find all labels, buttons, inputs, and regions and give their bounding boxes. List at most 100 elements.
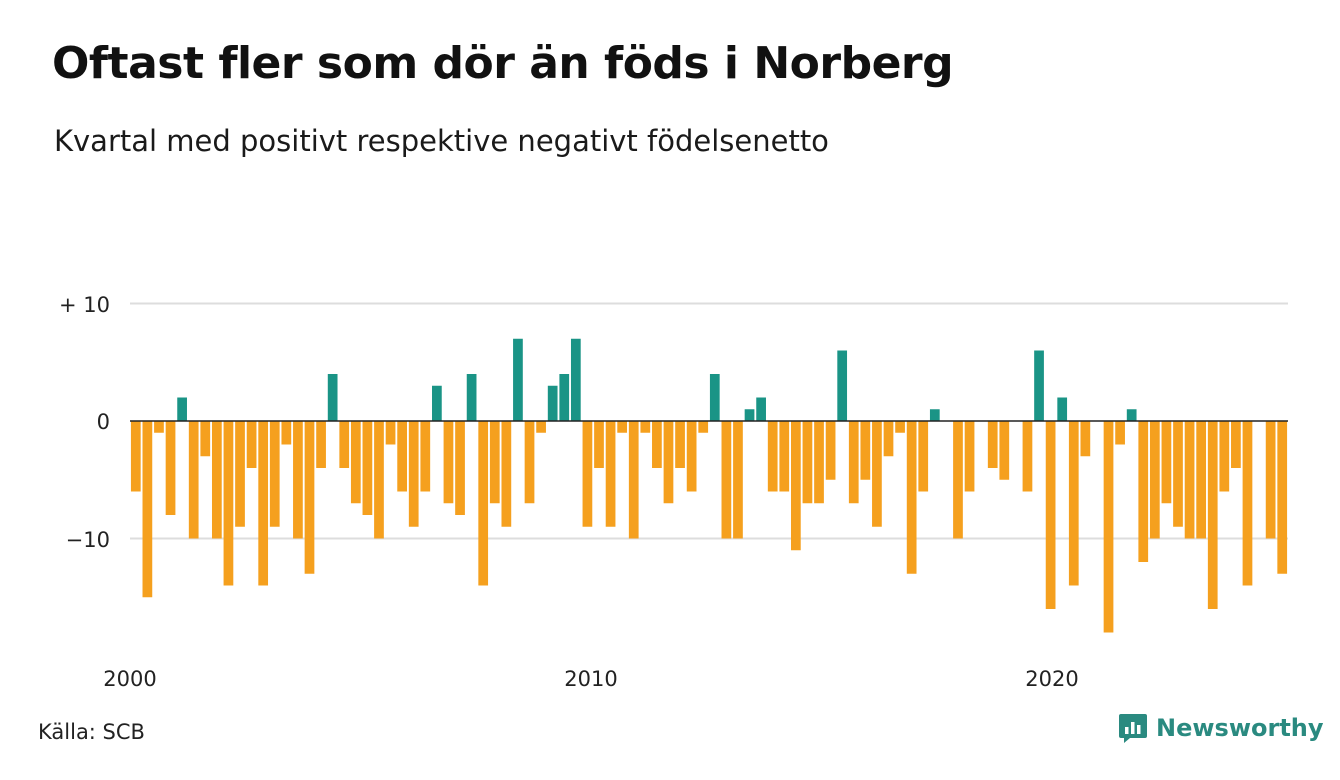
- bar: [443, 421, 454, 504]
- brand-logo[interactable]: Newsworthy: [1118, 712, 1324, 744]
- bar: [478, 421, 489, 586]
- bar: [246, 421, 257, 468]
- bar: [1138, 421, 1149, 562]
- bar: [1034, 350, 1044, 421]
- bar: [1045, 421, 1056, 609]
- bar: [1242, 421, 1253, 586]
- newsworthy-icon: [1119, 714, 1147, 743]
- bar: [327, 374, 338, 421]
- bar: [1115, 421, 1125, 445]
- bar: [223, 421, 234, 586]
- bar: [559, 374, 570, 421]
- bar: [1161, 421, 1172, 504]
- y-tick-label-minus-10: −10: [66, 528, 110, 552]
- bar: [628, 421, 639, 539]
- y-tick-label-0: 0: [97, 410, 110, 434]
- bar: [1277, 421, 1288, 574]
- bar: [350, 421, 361, 504]
- bar: [744, 409, 755, 421]
- bar: [1265, 421, 1276, 539]
- bar: [686, 421, 697, 492]
- bar: [455, 421, 465, 515]
- bar: [235, 421, 245, 527]
- bar: [872, 421, 882, 527]
- bar: [304, 421, 315, 574]
- bar: [953, 421, 963, 539]
- bar: [397, 421, 407, 492]
- bar: [663, 421, 674, 504]
- bar: [1103, 421, 1114, 633]
- bar: [767, 421, 778, 492]
- bar: [130, 421, 141, 492]
- bar: [200, 421, 211, 457]
- bar: [837, 350, 848, 421]
- bar: [293, 421, 303, 539]
- bar: [860, 421, 871, 480]
- bar: [374, 421, 384, 539]
- bar: [513, 338, 523, 421]
- y-tick-label-10: + 10: [59, 293, 110, 317]
- bar: [269, 421, 280, 527]
- bar: [779, 421, 790, 492]
- bar: [605, 421, 616, 527]
- bar: [165, 421, 176, 515]
- brand-name: Newsworthy: [1156, 714, 1324, 742]
- bar: [211, 421, 222, 539]
- bar: [501, 421, 512, 527]
- bar: [756, 397, 766, 421]
- bar: [362, 421, 373, 515]
- bar: [929, 409, 940, 421]
- bar: [316, 421, 326, 468]
- bar: [339, 421, 350, 468]
- bar: [385, 421, 396, 445]
- bar: [675, 421, 685, 468]
- bar: [594, 421, 604, 468]
- bar: [848, 421, 859, 504]
- bar: [524, 421, 535, 504]
- bar: [1196, 421, 1207, 539]
- bar: [918, 421, 929, 492]
- bar: [547, 385, 558, 421]
- bar: [987, 421, 998, 468]
- bar: [432, 385, 442, 421]
- bar: [1057, 397, 1068, 421]
- bar: [617, 421, 628, 433]
- bar: [709, 374, 720, 421]
- chart-subtitle: Kvartal med positivt respektive negativt…: [54, 124, 829, 158]
- bar: [652, 421, 662, 468]
- bar: [1219, 421, 1230, 492]
- x-tick-label-2010: 2010: [564, 667, 617, 691]
- bar: [582, 421, 593, 527]
- bar: [570, 338, 581, 421]
- bar: [825, 421, 836, 480]
- bar: [258, 421, 269, 586]
- bar: [640, 421, 651, 433]
- bar: [1149, 421, 1160, 539]
- source-note: Källa: SCB: [38, 720, 145, 744]
- bar: [489, 421, 500, 504]
- grid-lines: [130, 302, 1288, 540]
- bar: [883, 421, 894, 457]
- bar: [1126, 409, 1137, 421]
- bar: [906, 421, 917, 574]
- bar: [1173, 421, 1183, 527]
- bar: [964, 421, 975, 492]
- bar: [790, 421, 801, 551]
- bar: [177, 397, 187, 421]
- bar: [281, 421, 292, 445]
- bar: [802, 421, 813, 504]
- bar: [895, 421, 905, 433]
- bar: [536, 421, 546, 433]
- bars: [130, 338, 1288, 633]
- bar: [188, 421, 199, 539]
- bar: [733, 421, 743, 539]
- x-tick-label-2000: 2000: [103, 667, 156, 691]
- x-tick-label-2020: 2020: [1025, 667, 1078, 691]
- bar-chart: + 10 0 −10 2000 2010 2020: [59, 293, 1288, 691]
- bar: [1022, 421, 1033, 492]
- bar: [466, 374, 477, 421]
- bar: [142, 421, 153, 598]
- bar: [154, 421, 164, 433]
- bar: [721, 421, 732, 539]
- bar: [1231, 421, 1241, 468]
